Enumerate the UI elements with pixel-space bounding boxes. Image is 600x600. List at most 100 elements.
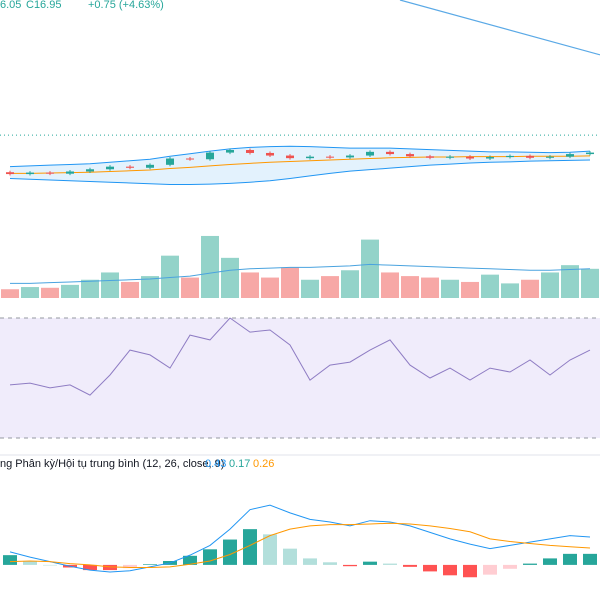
volume-bar	[41, 287, 59, 298]
candle-body	[106, 166, 114, 170]
volume-bar	[281, 267, 299, 298]
volume-bar	[541, 272, 559, 298]
band-line	[9, 145, 591, 168]
candle-body	[166, 158, 174, 165]
volume-bar	[241, 272, 259, 298]
band-line	[9, 159, 591, 185]
macd-histogram-bar	[43, 564, 57, 566]
macd-line	[9, 522, 591, 568]
candle-body	[346, 155, 354, 158]
macd-line	[9, 504, 591, 573]
volume-bar	[361, 239, 379, 298]
macd-histogram-bar	[123, 564, 137, 569]
volume-ma	[10, 263, 591, 284]
macd-histogram-bar	[363, 561, 377, 565]
candle-body	[386, 151, 394, 155]
volume-bar	[501, 283, 519, 298]
macd-value: 0.17	[229, 458, 250, 470]
macd-histogram-bar	[323, 562, 337, 565]
macd-histogram-bar	[263, 534, 277, 565]
candle-body	[46, 172, 54, 174]
band-line	[10, 155, 591, 174]
candle-body	[146, 164, 154, 168]
volume-bar	[101, 272, 119, 298]
macd-histogram-bar	[23, 561, 37, 565]
candle-body	[66, 171, 74, 174]
volume-bar	[381, 272, 399, 298]
candle-body	[266, 152, 274, 156]
macd-histogram-bar	[423, 564, 437, 572]
volume-bar	[521, 279, 539, 298]
candle-body	[186, 158, 194, 160]
macd-histogram-bar	[383, 563, 397, 565]
volume-bar	[441, 279, 459, 298]
macd-label: ng Phân kỳ/Hội tụ trung bình (12, 26, cl…	[0, 458, 224, 470]
candle-body	[546, 156, 554, 158]
macd-histogram-bar	[143, 564, 157, 565]
macd-value: 0.26	[253, 458, 274, 470]
macd-histogram-bar	[183, 555, 197, 565]
candle-body	[26, 172, 34, 175]
macd-histogram-bar	[203, 549, 217, 565]
volume-bar	[301, 279, 319, 298]
close-text: C16.95	[26, 0, 61, 11]
macd-histogram-bar	[303, 558, 317, 565]
candle-body	[6, 172, 14, 175]
volume-bar	[561, 265, 579, 298]
macd-histogram-bar	[283, 548, 297, 565]
candle-body	[566, 154, 574, 157]
volume-bar	[341, 270, 359, 298]
candle-body	[306, 156, 314, 159]
volume-bar	[401, 276, 419, 298]
macd-histogram-bar	[483, 564, 497, 575]
macd-histogram-bar	[83, 564, 97, 571]
candle-body	[86, 169, 94, 172]
volume-bar	[1, 289, 19, 298]
macd-value: 0.43	[205, 458, 226, 470]
volume-bar	[141, 276, 159, 298]
volume-bar	[481, 274, 499, 298]
volume-bar	[181, 277, 199, 298]
macd-histogram-bar	[103, 564, 117, 571]
macd-histogram-bar	[543, 558, 557, 565]
candle-body	[486, 157, 494, 159]
candle-body	[406, 154, 414, 157]
rsi-line	[9, 317, 591, 396]
candle-body	[206, 152, 214, 160]
candle-body	[326, 156, 334, 158]
macd-histogram-bar	[563, 553, 577, 565]
candle-body	[526, 155, 534, 158]
candle-body	[506, 155, 514, 158]
macd-histogram-bar	[503, 564, 517, 569]
volume-bar	[421, 277, 439, 298]
candle-body	[286, 155, 294, 159]
volume-bar	[121, 281, 139, 298]
band-fill	[10, 146, 590, 185]
candle-body	[246, 150, 254, 153]
candle-body	[446, 156, 454, 158]
volume-bar	[161, 255, 179, 298]
macd-histogram-bar	[583, 553, 597, 565]
open-text: 6.05	[0, 0, 21, 11]
volume-bar	[321, 276, 339, 298]
macd-histogram-bar	[3, 555, 17, 565]
candle-body	[466, 156, 474, 159]
volume-bar	[581, 268, 599, 298]
candle-body	[426, 156, 434, 158]
volume-bar	[461, 281, 479, 298]
macd-histogram-bar	[463, 564, 477, 578]
macd-histogram-bar	[343, 564, 357, 567]
volume-bar	[81, 279, 99, 298]
volume-bar	[61, 284, 79, 298]
candle-body	[586, 152, 594, 155]
candle-body	[226, 150, 234, 153]
macd-histogram-bar	[523, 563, 537, 565]
change-text: +0.75 (+4.63%)	[88, 0, 164, 11]
trend-line	[399, 0, 600, 56]
candle-body	[126, 166, 134, 168]
volume-bar	[201, 235, 219, 298]
macd-histogram-bar	[223, 539, 237, 565]
macd-histogram-bar	[243, 529, 257, 565]
macd-histogram-bar	[403, 564, 417, 567]
